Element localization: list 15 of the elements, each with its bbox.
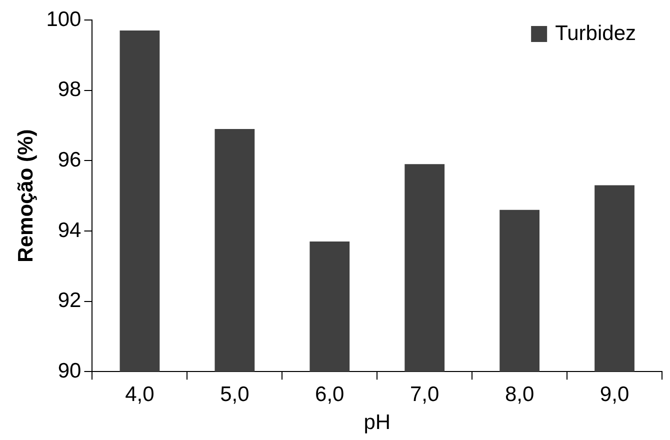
x-tick-label: 9,0 — [600, 382, 630, 406]
x-axis-title: pH — [364, 411, 391, 434]
x-tick-label: 4,0 — [125, 382, 154, 406]
y-axis-title: Remoção (%) — [14, 129, 38, 262]
x-tick-label: 6,0 — [315, 382, 344, 406]
y-tick-label: 100 — [46, 8, 82, 31]
x-tick-label: 7,0 — [410, 382, 440, 406]
y-tick-label: 96 — [58, 148, 82, 172]
y-tick-label: 98 — [58, 78, 82, 102]
x-tick-label: 8,0 — [504, 382, 534, 406]
legend-label: Turbidez — [555, 22, 636, 45]
y-tick-label: 90 — [58, 359, 82, 382]
y-tick-label: 92 — [58, 289, 82, 312]
y-tick-label: 94 — [58, 218, 82, 242]
x-tick-label: 5,0 — [220, 382, 250, 406]
